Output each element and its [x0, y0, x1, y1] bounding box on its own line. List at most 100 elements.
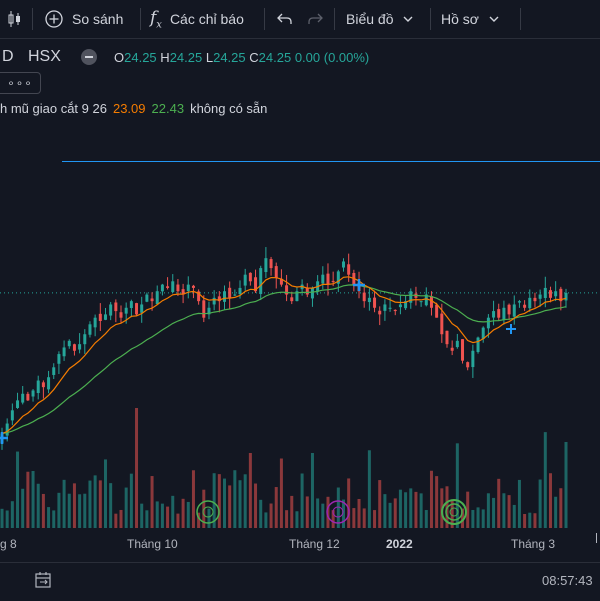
volume-bar	[217, 474, 221, 528]
x-axis-label: Tháng 10	[127, 537, 178, 551]
volume-bar	[10, 501, 14, 528]
volume-bar	[321, 503, 325, 528]
candle	[181, 283, 185, 304]
x-axis-label: Tháng 12	[289, 537, 340, 551]
exchange-label[interactable]: HSX	[28, 48, 61, 65]
toolbar-divider	[264, 8, 265, 30]
candle	[548, 286, 552, 303]
volume-bar	[455, 443, 459, 528]
event-marker-green[interactable]	[196, 500, 220, 524]
volume-bar	[155, 501, 159, 528]
event-marker-green-cluster[interactable]	[441, 499, 467, 525]
volume-bar	[424, 510, 428, 528]
volume-bar	[140, 503, 144, 528]
low-key: L	[205, 49, 214, 65]
volume-bar	[564, 442, 568, 528]
candle	[129, 299, 133, 318]
volume-bar	[129, 473, 133, 528]
candles-icon[interactable]	[4, 0, 24, 38]
close-key: C	[249, 49, 259, 65]
x-axis-label: 2022	[386, 537, 413, 551]
candle	[310, 286, 314, 307]
open-key: O	[114, 49, 125, 65]
profile-menu-button[interactable]: Hồ sơ	[441, 0, 499, 38]
high-value: 24.25	[169, 49, 203, 65]
chevron-down-icon	[489, 16, 499, 22]
compare-button[interactable]: So sánh	[44, 0, 123, 38]
candle	[83, 329, 87, 354]
candle	[279, 269, 283, 287]
calendar-range-icon	[35, 572, 51, 588]
toolbar-divider	[430, 8, 431, 30]
undo-button[interactable]	[274, 0, 296, 38]
volume-bar	[362, 508, 366, 528]
volume-bar	[181, 498, 185, 528]
candle	[264, 247, 268, 278]
candle	[409, 288, 413, 309]
undo-icon	[277, 13, 292, 24]
volume-bar	[559, 488, 563, 528]
candle	[538, 289, 542, 307]
volume-bar	[222, 478, 226, 528]
redo-button[interactable]	[304, 0, 326, 38]
candle	[207, 301, 211, 320]
clock-time[interactable]: 08:57:43	[542, 573, 593, 588]
volume-bar	[93, 475, 97, 528]
toolbar-divider	[334, 8, 335, 30]
volume-bar	[88, 480, 92, 528]
candle	[492, 300, 496, 326]
volume-bar	[52, 510, 56, 528]
more-options-button[interactable]: ∘∘∘	[0, 72, 41, 94]
candle	[269, 256, 273, 276]
candle	[155, 285, 159, 305]
toolbar-divider	[32, 8, 33, 30]
hide-series-button[interactable]	[81, 49, 97, 65]
volume-bar	[295, 511, 299, 528]
x-axis-label: Tháng 3	[511, 537, 556, 551]
candle	[497, 303, 501, 321]
candle	[398, 295, 402, 315]
bottom-bar: 08:57:43	[0, 562, 600, 601]
volume-bar	[228, 485, 232, 528]
candle	[274, 262, 278, 289]
date-range-button[interactable]	[34, 571, 54, 594]
volume-bar	[16, 451, 20, 528]
volume-bar	[347, 478, 351, 528]
candle	[393, 309, 397, 316]
volume-bar	[207, 508, 211, 528]
symbol-name[interactable]: D	[2, 48, 14, 65]
candle	[367, 288, 371, 311]
candle	[166, 277, 170, 290]
candle	[93, 314, 97, 337]
crossover-marker[interactable]	[0, 432, 8, 444]
more-dots-icon: ∘∘∘	[7, 76, 33, 90]
chart-menu-label: Biểu đồ	[346, 11, 394, 27]
event-marker-purple[interactable]	[326, 500, 350, 524]
candle	[103, 307, 107, 321]
candle	[466, 361, 470, 371]
volume-bar	[57, 492, 61, 528]
volume-bar	[72, 483, 76, 528]
indicators-button[interactable]: fx Các chỉ báo	[150, 0, 244, 38]
crossover-marker[interactable]	[506, 324, 516, 334]
indicator-name[interactable]: h mũ giao cắt 9 26	[0, 100, 107, 116]
chart-menu-button[interactable]: Biểu đồ	[346, 0, 413, 38]
candle	[135, 302, 139, 317]
candle	[424, 287, 428, 307]
volume-bar	[548, 473, 552, 528]
low-value: 24.25	[213, 49, 246, 65]
volume-bar	[285, 510, 289, 528]
candle	[140, 296, 144, 323]
candle	[259, 265, 263, 301]
candle	[26, 391, 30, 401]
candle	[98, 303, 102, 331]
candle	[228, 281, 232, 310]
crossover-marker[interactable]	[353, 279, 365, 291]
volume-bar	[67, 493, 71, 528]
volume-bar	[160, 503, 164, 528]
volume-bar	[41, 493, 45, 528]
volume-bar	[336, 487, 340, 528]
candle	[160, 283, 164, 296]
candle	[47, 370, 51, 394]
